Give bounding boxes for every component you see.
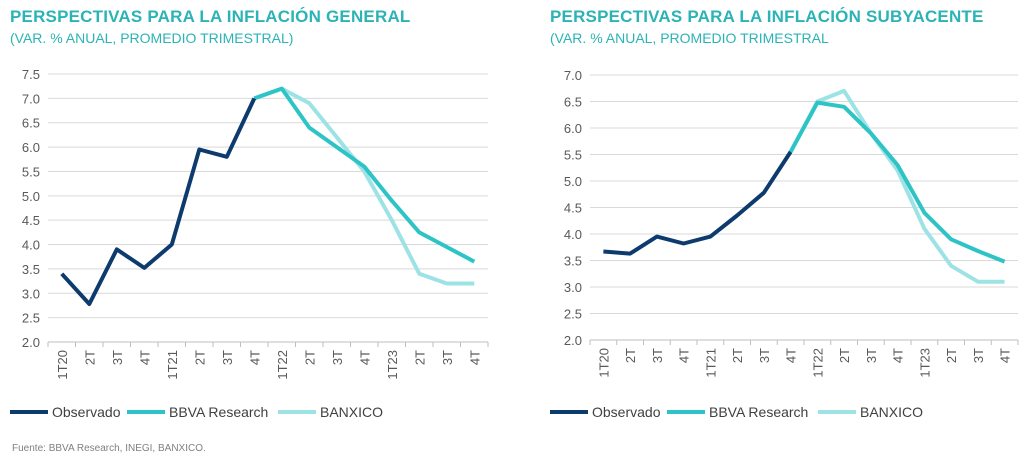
x-tick-label: 2T (837, 348, 852, 363)
series-line-banxico (253, 86, 475, 286)
x-tick-label: 4T (998, 348, 1013, 363)
x-tick-label: 2T (623, 348, 638, 363)
y-tick-label: 4.0 (564, 227, 582, 242)
source-footnote: Fuente: BBVA Research, INEGI, BANXICO. (12, 443, 206, 454)
y-tick-label: 2.0 (22, 335, 40, 350)
y-tick-label: 5.0 (22, 189, 40, 204)
series-line-bbva-research (253, 86, 476, 264)
x-tick-label: 1T22 (810, 348, 825, 378)
x-tick-label: 1T23 (385, 350, 400, 380)
y-tick-label: 2.5 (564, 307, 582, 322)
series-line-bbva-research (788, 100, 1006, 264)
x-tick-label: 1T21 (165, 350, 180, 380)
x-tick-label: 3T (971, 348, 986, 363)
x-tick-label: 1T20 (596, 348, 611, 378)
y-tick-label: 7.5 (22, 67, 40, 82)
x-tick-label: 2T (192, 350, 207, 365)
legend-label: BANXICO (860, 404, 923, 420)
legend-label: BBVA Research (709, 404, 808, 420)
x-tick-label: 3T (220, 350, 235, 365)
y-tick-label: 7.0 (564, 68, 582, 83)
x-tick-label: 3T (110, 350, 125, 365)
legend-label: Observado (52, 404, 121, 420)
x-tick-label: 2T (412, 350, 427, 365)
x-tick-label: 4T (467, 350, 482, 365)
y-tick-label: 5.5 (22, 164, 40, 179)
chart-plot-general: 2.0 2.5 3.0 3.5 4.0 4.5 5.0 5.5 6.0 6.5 7.0 7.5 1T20… (10, 67, 489, 420)
x-tick-label: 2T (730, 348, 745, 363)
x-tick-label: 3T (757, 348, 772, 363)
y-tick-label: 4.5 (564, 201, 582, 216)
x-tick-label: 3T (440, 350, 455, 365)
y-tick-label: 3.0 (564, 280, 582, 295)
series-line-banxico (788, 88, 1005, 284)
legend-label: BANXICO (320, 404, 383, 420)
x-tick-label: 3T (650, 348, 665, 363)
x-tick-label: 2T (82, 350, 97, 365)
x-tick-label: 4T (357, 350, 372, 365)
series-line-observado (603, 150, 793, 256)
chart-title: PERSPECTIVAS PARA LA INFLACIÓN GENERAL (10, 7, 411, 26)
x-tick-label: 3T (330, 350, 345, 365)
legend-label: BBVA Research (169, 404, 268, 420)
y-tick-label: 3.0 (22, 286, 40, 301)
x-tick-label: 4T (677, 348, 692, 363)
x-tick-label: 4T (247, 350, 262, 365)
chart-subtitle: (VAR. % ANUAL, PROMEDIO TRIMESTRAL (550, 30, 829, 46)
x-tick-label: 4T (891, 348, 906, 363)
x-tick-label: 4T (137, 350, 152, 365)
y-tick-label: 5.0 (564, 174, 582, 189)
y-tick-label: 6.0 (22, 140, 40, 155)
y-tick-label: 3.5 (564, 254, 582, 269)
y-tick-label: 4.0 (22, 238, 40, 253)
y-tick-label: 6.0 (564, 121, 582, 136)
legend-label: Observado (592, 404, 661, 420)
chart-panel-subyacente: PERSPECTIVAS PARA LA INFLACIÓN SUBYACENT… (540, 0, 1024, 440)
y-tick-label: 7.0 (22, 91, 40, 106)
y-tick-label: 2.0 (564, 333, 582, 348)
x-tick-label: 1T22 (275, 350, 290, 380)
chart-panel-general: PERSPECTIVAS PARA LA INFLACIÓN GENERAL (… (0, 0, 512, 440)
y-tick-label: 5.5 (564, 148, 582, 163)
series-line-observado (60, 97, 257, 306)
x-tick-label: 4T (784, 348, 799, 363)
y-tick-label: 2.5 (22, 311, 40, 326)
y-tick-label: 6.5 (564, 95, 582, 110)
x-tick-label: 1T21 (703, 348, 718, 378)
y-tick-label: 6.5 (22, 116, 40, 131)
x-tick-label: 1T23 (917, 348, 932, 378)
x-tick-label: 1T20 (55, 350, 70, 380)
x-tick-label: 3T (864, 348, 879, 363)
chart-subtitle: (VAR. % ANUAL, PROMEDIO TRIMESTRAL) (10, 30, 294, 46)
x-tick-label: 2T (944, 348, 959, 363)
chart-title: PERSPECTIVAS PARA LA INFLACIÓN SUBYACENT… (550, 7, 984, 26)
y-tick-label: 3.5 (22, 262, 40, 277)
x-tick-label: 2T (302, 350, 317, 365)
chart-plot-subyacente: 2.0 2.5 3.0 3.5 4.0 4.5 5.0 5.5 6.0 6.5 7.0 1T20 2T 3… (550, 68, 1019, 420)
y-tick-label: 4.5 (22, 213, 40, 228)
